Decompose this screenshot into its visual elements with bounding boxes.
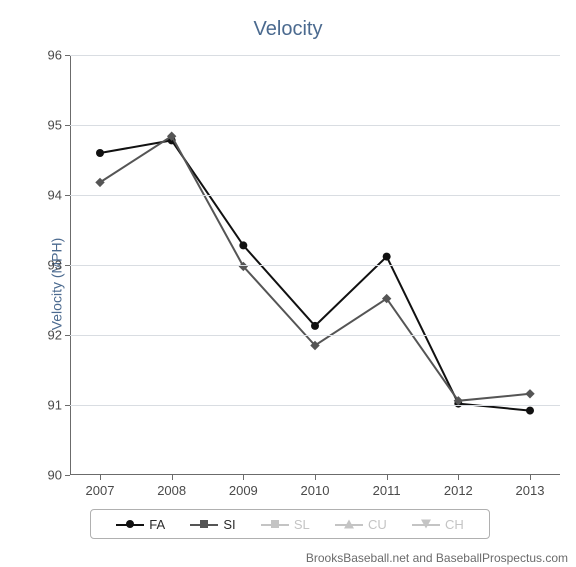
y-tick: [65, 475, 70, 476]
x-tick: [387, 475, 388, 480]
legend-label: CH: [445, 517, 464, 532]
legend-item-si[interactable]: SI: [190, 517, 235, 532]
gridline: [70, 265, 560, 266]
y-tick: [65, 405, 70, 406]
y-tick: [65, 55, 70, 56]
y-axis-label: Velocity (MPH): [48, 237, 64, 330]
y-tick-label: 91: [48, 398, 62, 413]
marker-fa: [526, 407, 534, 415]
marker-fa: [383, 253, 391, 261]
y-tick-label: 92: [48, 328, 62, 343]
velocity-chart: Velocity Velocity (MPH) 9091929394959620…: [0, 0, 576, 567]
legend-item-cu[interactable]: CU: [335, 517, 387, 532]
x-tick: [458, 475, 459, 480]
gridline: [70, 125, 560, 126]
legend-item-sl[interactable]: SL: [261, 517, 310, 532]
x-tick: [315, 475, 316, 480]
credit-text: BrooksBaseball.net and BaseballProspectu…: [306, 551, 568, 565]
y-tick-label: 90: [48, 468, 62, 483]
y-tick-label: 94: [48, 188, 62, 203]
marker-fa: [96, 149, 104, 157]
legend: FA SI SL CU CH: [90, 509, 490, 539]
y-tick: [65, 335, 70, 336]
triangle-down-icon: [421, 520, 431, 529]
triangle-up-icon: [344, 520, 354, 529]
marker-fa: [311, 322, 319, 330]
square-icon: [271, 520, 279, 528]
gridline: [70, 55, 560, 56]
gridline: [70, 195, 560, 196]
gridline: [70, 335, 560, 336]
legend-item-ch[interactable]: CH: [412, 517, 464, 532]
plot-area: 9091929394959620072008200920102011201220…: [70, 55, 560, 475]
x-tick-label: 2011: [373, 483, 401, 498]
x-tick: [100, 475, 101, 480]
legend-label: SI: [223, 517, 235, 532]
x-tick-label: 2007: [86, 483, 115, 498]
x-tick: [530, 475, 531, 480]
marker-fa: [239, 241, 247, 249]
marker-si: [525, 389, 534, 398]
x-tick-label: 2012: [444, 483, 473, 498]
x-tick-label: 2009: [229, 483, 258, 498]
circle-icon: [126, 520, 134, 528]
legend-item-fa[interactable]: FA: [116, 517, 165, 532]
gridline: [70, 405, 560, 406]
x-tick-label: 2013: [516, 483, 545, 498]
y-tick: [65, 195, 70, 196]
chart-title: Velocity: [0, 18, 576, 41]
x-tick-label: 2008: [157, 483, 186, 498]
legend-label: SL: [294, 517, 310, 532]
x-tick-label: 2010: [301, 483, 330, 498]
y-tick-label: 93: [48, 258, 62, 273]
x-tick: [243, 475, 244, 480]
legend-label: FA: [149, 517, 165, 532]
y-tick-label: 96: [48, 48, 62, 63]
series-line-si: [100, 136, 530, 401]
diamond-icon: [200, 520, 208, 528]
series-line-fa: [100, 140, 530, 410]
y-tick-label: 95: [48, 118, 62, 133]
legend-label: CU: [368, 517, 387, 532]
x-tick: [172, 475, 173, 480]
y-tick: [65, 265, 70, 266]
y-tick: [65, 125, 70, 126]
